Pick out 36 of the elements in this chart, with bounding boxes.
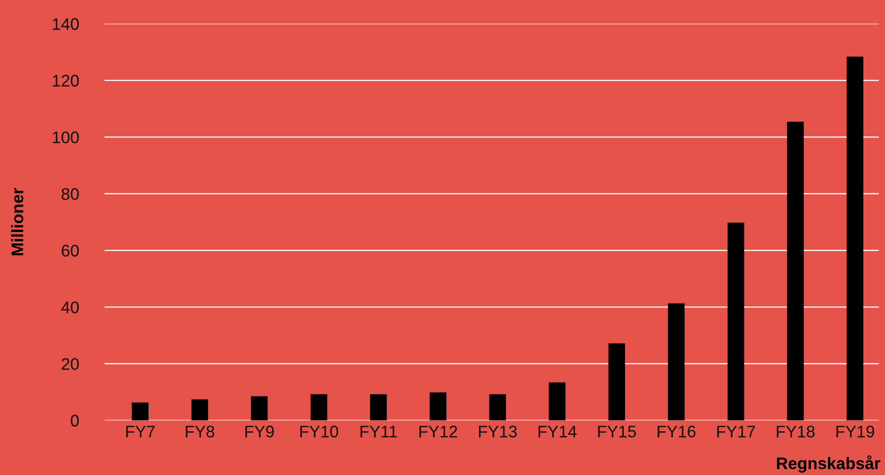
y-tick-label: 20 [62, 358, 79, 370]
x-tick-label: FY11 [360, 426, 397, 438]
bar [370, 394, 387, 420]
x-tick-label: FY18 [776, 426, 815, 438]
bar [310, 394, 328, 420]
y-tick-label: 0 [70, 414, 79, 427]
x-tick-label: FY12 [419, 426, 458, 438]
bar [191, 399, 208, 420]
y-tick-label: 100 [52, 131, 79, 144]
bar [728, 222, 744, 420]
x-tick-label: FY17 [717, 426, 755, 438]
x-tick-label: FY15 [598, 426, 636, 438]
x-tick-label: FY14 [538, 426, 577, 438]
bar [668, 303, 685, 420]
bar [787, 122, 804, 420]
y-tick-label: 40 [61, 301, 79, 314]
x-tick-label: FY16 [658, 426, 696, 438]
x-tick-label: FY19 [836, 426, 874, 438]
x-tick-label: FY7 [126, 426, 155, 438]
x-tick-label: FY9 [245, 426, 274, 438]
bar [250, 396, 268, 420]
y-tick-label: 140 [52, 18, 79, 30]
bar [132, 402, 149, 420]
bar [846, 56, 864, 420]
x-axis-title: Regnskabsår [777, 455, 880, 473]
bar [430, 392, 446, 420]
bar [608, 343, 626, 420]
bar [489, 394, 506, 420]
x-tick-label: FY10 [300, 426, 338, 438]
y-axis-title: Millioner [11, 188, 24, 256]
y-tick-label: 80 [62, 188, 79, 200]
y-tick-label: 120 [52, 74, 79, 87]
x-tick-label: FY13 [479, 426, 517, 438]
y-tick-label: 60 [62, 244, 79, 257]
x-tick-label: FY8 [186, 426, 214, 438]
bar [548, 382, 566, 420]
